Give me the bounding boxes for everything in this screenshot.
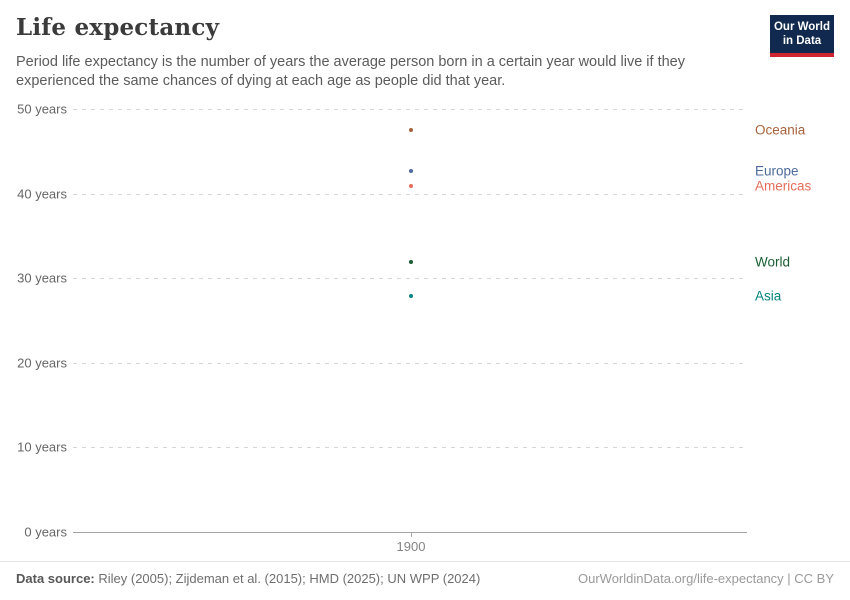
x-axis-label-1900: 1900 bbox=[396, 539, 426, 554]
gridline-50-years bbox=[73, 109, 747, 110]
y-axis-label-30-years: 30 years bbox=[17, 270, 67, 286]
x-axis-line bbox=[73, 532, 747, 533]
owid-logo-line2: in Data bbox=[782, 35, 822, 48]
gridline-20-years bbox=[73, 362, 747, 364]
y-axis-label-20-years: 20 years bbox=[17, 355, 67, 371]
data-point-americas[interactable] bbox=[409, 183, 413, 188]
plot-area: 0 years 10 years 20 years 30 years 40 years 5… bbox=[0, 102, 850, 555]
data-point-asia[interactable] bbox=[409, 293, 413, 298]
data-source-note: Data source: Riley (2005); Zijdeman et a… bbox=[16, 571, 480, 586]
y-axis-label-10-years: 10 years bbox=[17, 439, 67, 455]
footer: Data source: Riley (2005); Zijdeman et a… bbox=[0, 561, 850, 600]
attribution-link[interactable]: OurWorldinData.org/life-expectancy | CC … bbox=[577, 571, 834, 586]
page-title: Life expectancy bbox=[16, 14, 220, 41]
y-axis-label-50-years: 50 years bbox=[17, 101, 67, 117]
data-point-europe[interactable] bbox=[409, 168, 413, 173]
gridline-10-years bbox=[73, 447, 747, 449]
legend-label-world[interactable]: World bbox=[755, 254, 791, 270]
legend-label-europe[interactable]: Europe bbox=[755, 163, 799, 178]
y-axis-label-40-years: 40 years bbox=[17, 186, 67, 202]
x-axis-tick-1900 bbox=[411, 532, 412, 537]
data-source-label: Data source: bbox=[16, 571, 95, 586]
data-source-text: Riley (2005); Zijdeman et al. (2015); HM… bbox=[94, 571, 481, 586]
legend-label-oceania[interactable]: Oceania bbox=[755, 122, 806, 138]
data-point-world[interactable] bbox=[409, 260, 413, 265]
gridline-40-years bbox=[73, 193, 747, 195]
data-point-oceania[interactable] bbox=[409, 128, 413, 133]
legend-label-asia[interactable]: Asia bbox=[755, 288, 782, 304]
legend-label-americas[interactable]: Americas bbox=[755, 178, 812, 194]
owid-logo-line1: Our World bbox=[773, 21, 830, 33]
gridline-30-years bbox=[73, 278, 747, 280]
chart-subtitle: Period life expectancy is the number of … bbox=[16, 54, 685, 90]
y-axis-label-0-years: 0 years bbox=[24, 524, 67, 540]
owid-logo[interactable]: Our World in Data bbox=[770, 15, 834, 57]
